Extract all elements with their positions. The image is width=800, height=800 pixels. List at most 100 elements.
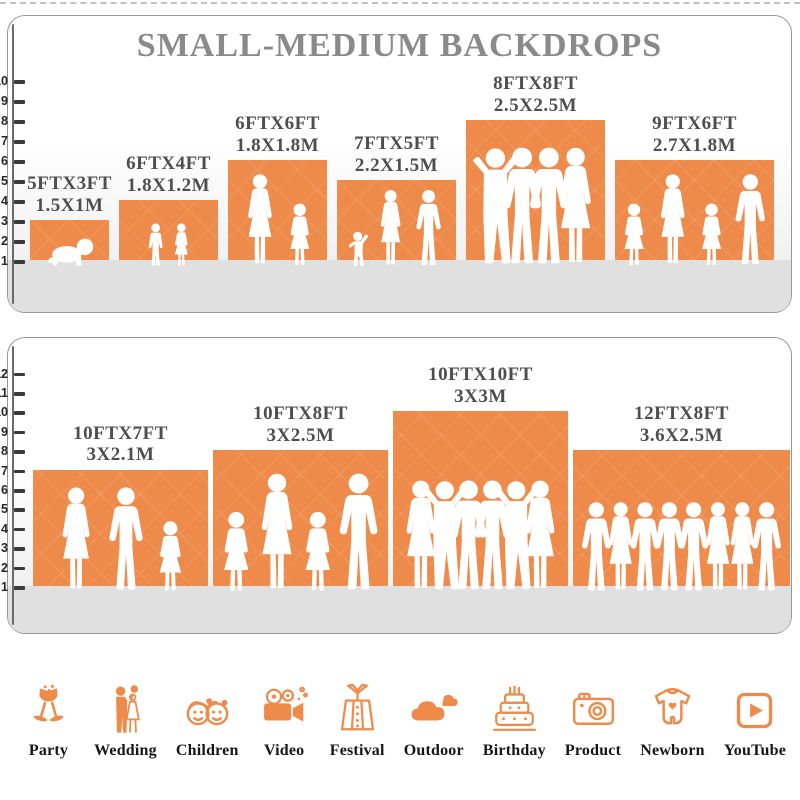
backdrop-bar-5ftx3ft: 5FTX3FT 1.5X1M <box>27 173 111 267</box>
backdrop-size-m: 2.7X1.8M <box>652 134 737 156</box>
backdrop-size-ft: 10FTX8FT <box>253 403 348 425</box>
backdrop-size-m: 3X2.5M <box>266 424 335 446</box>
ruler-tick-label: 8 <box>1 114 8 128</box>
silhouette-group <box>148 223 188 266</box>
silhouette-man <box>339 473 378 590</box>
ruler-tick <box>14 372 25 377</box>
backdrop-bar-10ftx7ft: 10FTX7FT 3X2.1M <box>33 423 208 591</box>
silhouette-girl <box>159 521 182 591</box>
backdrop-size-m: 2.2X1.5M <box>354 154 439 176</box>
category-outdoor: Outdoor <box>404 684 464 760</box>
backdrop-size-label: 6FTX6FT 1.8X1.8M <box>235 113 320 156</box>
ruler-tick-label: 9 <box>1 424 8 439</box>
backdrop-bar-8ftx8ft: 8FTX8FT 2.5X2.5M <box>466 73 605 264</box>
backdrop-bar-6ftx4ft: 6FTX4FT 1.8X1.2M <box>119 153 218 266</box>
silhouette-group <box>406 480 555 590</box>
ruler-tick <box>14 100 25 104</box>
ruler-tick <box>14 120 25 124</box>
silhouette-group <box>473 147 591 264</box>
backdrop-size-m: 3X3M <box>454 385 507 407</box>
backdrop-bar-12ftx8ft: 12FTX8FT 3.6X2.5M <box>573 403 790 591</box>
ruler-tick-label: 6 <box>1 483 8 497</box>
silhouette-man <box>582 502 611 591</box>
backdrop-size-m: 1.8X1.8M <box>235 134 320 156</box>
backdrop-size-label: 10FTX7FT 3X2.1M <box>73 423 168 466</box>
backdrop-size-ft: 10FTX10FT <box>428 364 533 386</box>
category-row: Party Wedding Children Video Festival Outdoor… <box>0 660 800 760</box>
ruler-line <box>12 346 14 625</box>
panel-floor <box>8 260 791 312</box>
ruler-tick <box>14 430 25 435</box>
ruler-tick-label: 4 <box>1 521 8 536</box>
youtube-icon <box>737 692 773 729</box>
backdrop-size-ft: 6FTX4FT <box>126 153 211 175</box>
backdrop-bar-10ftx10ft: 10FTX10FT 3X3M <box>393 364 568 590</box>
wedding-icon <box>115 685 140 733</box>
top-edge-dashed-line <box>0 2 800 4</box>
silhouette-girl <box>290 203 310 265</box>
ruler-tick <box>14 392 25 396</box>
silhouette-man <box>752 502 781 591</box>
ruler-tick-label: 8 <box>1 444 8 459</box>
category-wedding: Wedding <box>94 684 157 760</box>
backdrop-size-label: 6FTX4FT 1.8X1.2M <box>126 153 211 196</box>
ruler-tick <box>14 160 25 164</box>
ruler-tick <box>14 140 25 144</box>
ruler-tick-label: 1 <box>1 580 8 594</box>
silhouette-man <box>679 502 709 591</box>
category-label: Newborn <box>640 742 705 759</box>
medium-large-backdrops-panel: 123456789101112 10FTX7FT3X2.1M10FTX8FT3X… <box>0 337 792 634</box>
category-label: Video <box>263 742 305 759</box>
party-icon <box>33 684 64 722</box>
silhouette-group <box>348 189 441 266</box>
silhouette-group <box>224 473 378 591</box>
backdrop-size-label: 9FTX6FT 2.7X1.8M <box>652 113 737 156</box>
backdrop-size-label: 10FTX8FT 3X2.5M <box>253 403 348 446</box>
backdrop-size-label: 5FTX3FT 1.5X1M <box>27 173 112 216</box>
panel-floor <box>8 586 791 633</box>
ruler-tick-label: 10 <box>0 74 8 88</box>
silhouette-girl <box>174 223 188 266</box>
silhouette-woman <box>62 487 90 589</box>
ruler-tick-label: 4 <box>1 194 8 208</box>
ruler-line <box>12 24 14 304</box>
page-title: SMALL-MEDIUM BACKDROPS <box>136 27 663 64</box>
silhouette-group <box>62 487 182 591</box>
category-label: Birthday <box>482 742 546 759</box>
silhouette-crawling-baby <box>48 238 94 267</box>
silhouette-woman <box>706 502 730 590</box>
silhouette-toddler <box>348 231 369 266</box>
category-label: Festival <box>329 742 385 759</box>
newborn-icon <box>654 688 691 725</box>
ruler-tick-label: 5 <box>1 502 8 517</box>
ruler-tick <box>14 586 25 590</box>
ruler-tick <box>14 527 25 532</box>
ruler-tick <box>14 508 25 512</box>
ruler-tick-label: 3 <box>1 541 8 556</box>
silhouette-girl <box>305 511 330 591</box>
backdrop-size-label: 10FTX10FT 3X3M <box>428 364 533 407</box>
backdrop-size-ft: 8FTX8FT <box>493 73 578 95</box>
backdrop-size-m: 1.8X1.2M <box>126 174 211 196</box>
product-icon <box>572 692 614 725</box>
category-label: Wedding <box>94 742 157 759</box>
silhouette-woman-with-baby <box>248 174 272 264</box>
ruler-tick <box>14 566 25 571</box>
backdrop-size-ft: 7FTX5FT <box>354 133 439 155</box>
silhouette-boy <box>148 223 163 266</box>
category-product: Product <box>565 684 621 760</box>
silhouette-woman <box>660 174 685 264</box>
backdrop-size-m: 3.6X2.5M <box>639 424 724 446</box>
backdrop-size-label: 12FTX8FT 3.6X2.5M <box>634 403 729 446</box>
backdrop-size-label: 7FTX5FT 2.2X1.5M <box>354 133 439 176</box>
backdrop-size-ft: 9FTX6FT <box>652 113 737 135</box>
category-label: YouTube <box>723 742 786 759</box>
silhouette-man <box>416 189 441 265</box>
festival-icon <box>340 683 374 731</box>
backdrop-bar-9ftx6ft: 9FTX6FT 2.7X1.8M <box>615 113 774 265</box>
ruler-tick-label: 3 <box>1 214 8 228</box>
ruler-tick-label: 11 <box>0 386 8 400</box>
ruler-tick-label: 6 <box>1 154 8 168</box>
ruler-tick-label: 5 <box>1 174 8 188</box>
category-video: Video <box>258 684 311 760</box>
